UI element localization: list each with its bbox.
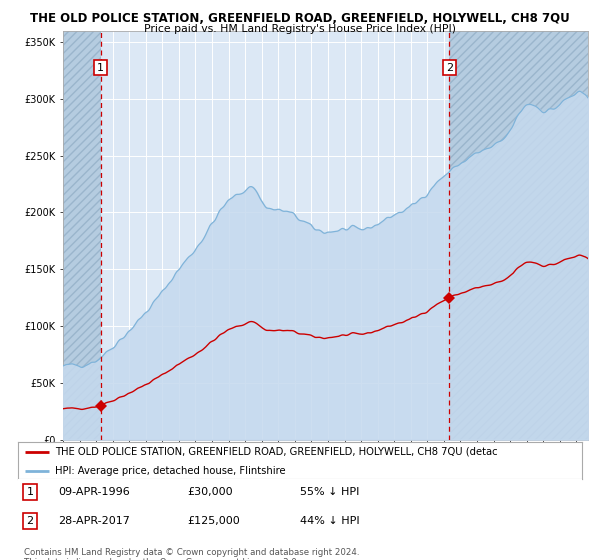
Text: 28-APR-2017: 28-APR-2017 bbox=[59, 516, 130, 526]
Text: Price paid vs. HM Land Registry's House Price Index (HPI): Price paid vs. HM Land Registry's House … bbox=[144, 24, 456, 34]
Text: Contains HM Land Registry data © Crown copyright and database right 2024.
This d: Contains HM Land Registry data © Crown c… bbox=[24, 548, 359, 560]
Text: THE OLD POLICE STATION, GREENFIELD ROAD, GREENFIELD, HOLYWELL, CH8 7QU (detac: THE OLD POLICE STATION, GREENFIELD ROAD,… bbox=[55, 446, 497, 456]
Text: £30,000: £30,000 bbox=[187, 487, 233, 497]
Text: £125,000: £125,000 bbox=[187, 516, 240, 526]
Text: 44% ↓ HPI: 44% ↓ HPI bbox=[300, 516, 359, 526]
Text: 55% ↓ HPI: 55% ↓ HPI bbox=[300, 487, 359, 497]
Bar bbox=[449, 31, 588, 440]
Text: 2: 2 bbox=[446, 63, 453, 73]
Text: THE OLD POLICE STATION, GREENFIELD ROAD, GREENFIELD, HOLYWELL, CH8 7QU: THE OLD POLICE STATION, GREENFIELD ROAD,… bbox=[30, 12, 570, 25]
Bar bbox=[63, 31, 101, 440]
Text: 2: 2 bbox=[26, 516, 34, 526]
Text: 1: 1 bbox=[26, 487, 34, 497]
Text: 09-APR-1996: 09-APR-1996 bbox=[59, 487, 130, 497]
Text: HPI: Average price, detached house, Flintshire: HPI: Average price, detached house, Flin… bbox=[55, 466, 285, 476]
Text: 1: 1 bbox=[97, 63, 104, 73]
